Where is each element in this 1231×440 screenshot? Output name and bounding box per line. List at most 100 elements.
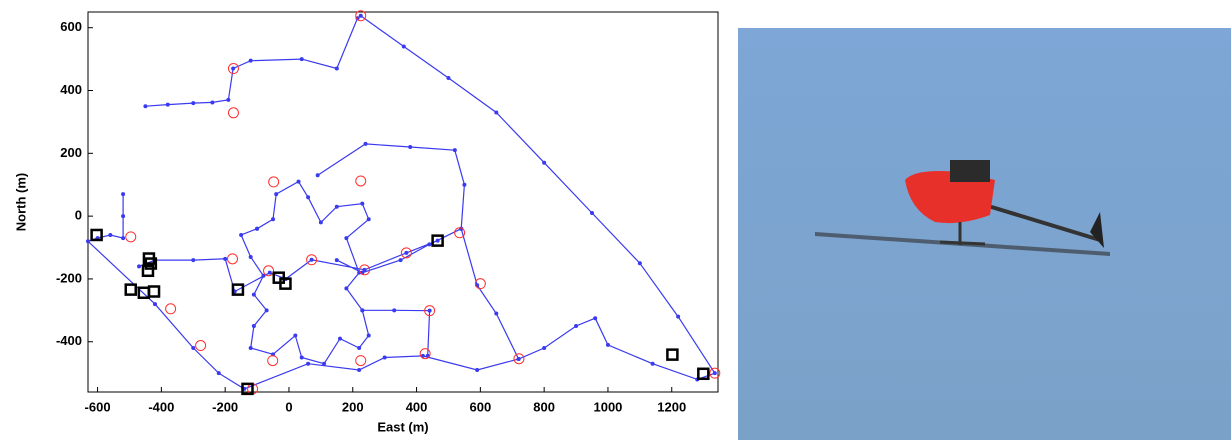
waypoint [228, 108, 238, 118]
marker-square [143, 266, 153, 276]
x-tick-label: 0 [285, 399, 292, 414]
trajectory-point [383, 355, 387, 359]
trajectory-point [676, 315, 680, 319]
waypoint [228, 254, 238, 264]
trajectory-point [402, 45, 406, 49]
y-axis-label: North (m) [13, 173, 28, 232]
trajectory-point [367, 333, 371, 337]
waypoint [356, 356, 366, 366]
figure: East (m) North (m) -600 -400 -200 0 200 400 60… [0, 0, 1231, 440]
y-tick-label: 400 [60, 82, 82, 97]
trajectory-point [574, 324, 578, 328]
waypoint [126, 232, 136, 242]
trajectory-point [404, 251, 408, 255]
trajectory-point [462, 183, 466, 187]
waypoint [356, 176, 366, 186]
trajectory-point [399, 258, 403, 262]
trajectory-point [344, 286, 348, 290]
x-tick-label: 400 [406, 399, 428, 414]
trajectory-point [255, 227, 259, 231]
trajectory-point [428, 309, 432, 313]
trajectory-point [436, 239, 440, 243]
trajectory-point [300, 57, 304, 61]
trajectory-line [88, 16, 715, 389]
trajectory-point [191, 258, 195, 262]
trajectory-point [137, 264, 141, 268]
trajectory-point [335, 67, 339, 71]
trajectory-point [319, 220, 323, 224]
trajectory-point [359, 14, 363, 18]
trajectory-point [293, 333, 297, 337]
trajectory-point [408, 145, 412, 149]
trajectory-point [271, 217, 275, 221]
x-tick-label: 1200 [657, 399, 686, 414]
waypoint [268, 356, 278, 366]
marker-square [126, 285, 136, 295]
trajectory-point [121, 236, 125, 240]
trajectory-point [606, 343, 610, 347]
trajectory-point [226, 98, 230, 102]
trajectory-point [210, 100, 214, 104]
trajectory-point [249, 346, 253, 350]
waypoint [264, 266, 274, 276]
trajectory-point [249, 255, 253, 259]
trajectory-point [360, 202, 364, 206]
y-tick-label: 0 [75, 208, 82, 223]
trajectory-point [446, 76, 450, 80]
trajectory-point [494, 311, 498, 315]
y-tick-label: 200 [60, 145, 82, 160]
trajectory-point [121, 192, 125, 196]
x-tick-label: -200 [212, 399, 238, 414]
trajectory-point [316, 173, 320, 177]
marker-square [149, 287, 159, 297]
x-tick-label: -600 [85, 399, 111, 414]
trajectory-point [363, 268, 367, 272]
trajectory-point [108, 233, 112, 237]
y-tick-label: 600 [60, 19, 82, 34]
trajectory-point [517, 357, 521, 361]
y-tick-label: -400 [56, 333, 82, 348]
x-tick-label: 800 [533, 399, 555, 414]
trajectory-point [357, 346, 361, 350]
trajectory-point [494, 110, 498, 114]
trajectory-point [542, 161, 546, 165]
y-tick-label: -200 [56, 270, 82, 285]
trajectory-point [191, 346, 195, 350]
x-axis-label: East (m) [377, 419, 428, 434]
trajectory-point [542, 346, 546, 350]
x-tick-label: -400 [148, 399, 174, 414]
trajectory-point [252, 324, 256, 328]
trajectory-point [593, 316, 597, 320]
trajectory-point [357, 368, 361, 372]
trajectory-point [651, 362, 655, 366]
trajectory-point [360, 308, 364, 312]
trajectory-point [265, 308, 269, 312]
waypoint [166, 304, 176, 314]
trajectory-point [252, 293, 256, 297]
trajectory-point [223, 257, 227, 261]
x-tick-label: 600 [470, 399, 492, 414]
trajectory-point [143, 104, 147, 108]
trajectory-point [249, 59, 253, 63]
page: East (m) North (m) -600 -400 -200 0 200 400 60… [0, 0, 1231, 440]
trajectory-point [638, 261, 642, 265]
trajectory-point [344, 236, 348, 240]
trajectory-point [453, 148, 457, 152]
trajectory-point [475, 368, 479, 372]
trajectory-point [300, 355, 304, 359]
trajectory-point [239, 233, 243, 237]
trajectory-point [306, 362, 310, 366]
trajectory-point [153, 302, 157, 306]
trajectory-point [392, 308, 396, 312]
trajectory-point [121, 214, 125, 218]
trajectory-point [335, 205, 339, 209]
waypoint [269, 177, 279, 187]
trajectory-point [191, 101, 195, 105]
trajectory-point [427, 242, 431, 246]
waypoint [420, 349, 430, 359]
trajectory-point [268, 271, 272, 275]
engine [950, 160, 990, 182]
trajectory-point [310, 258, 314, 262]
trajectory-point [713, 371, 717, 375]
photo [738, 28, 1231, 440]
